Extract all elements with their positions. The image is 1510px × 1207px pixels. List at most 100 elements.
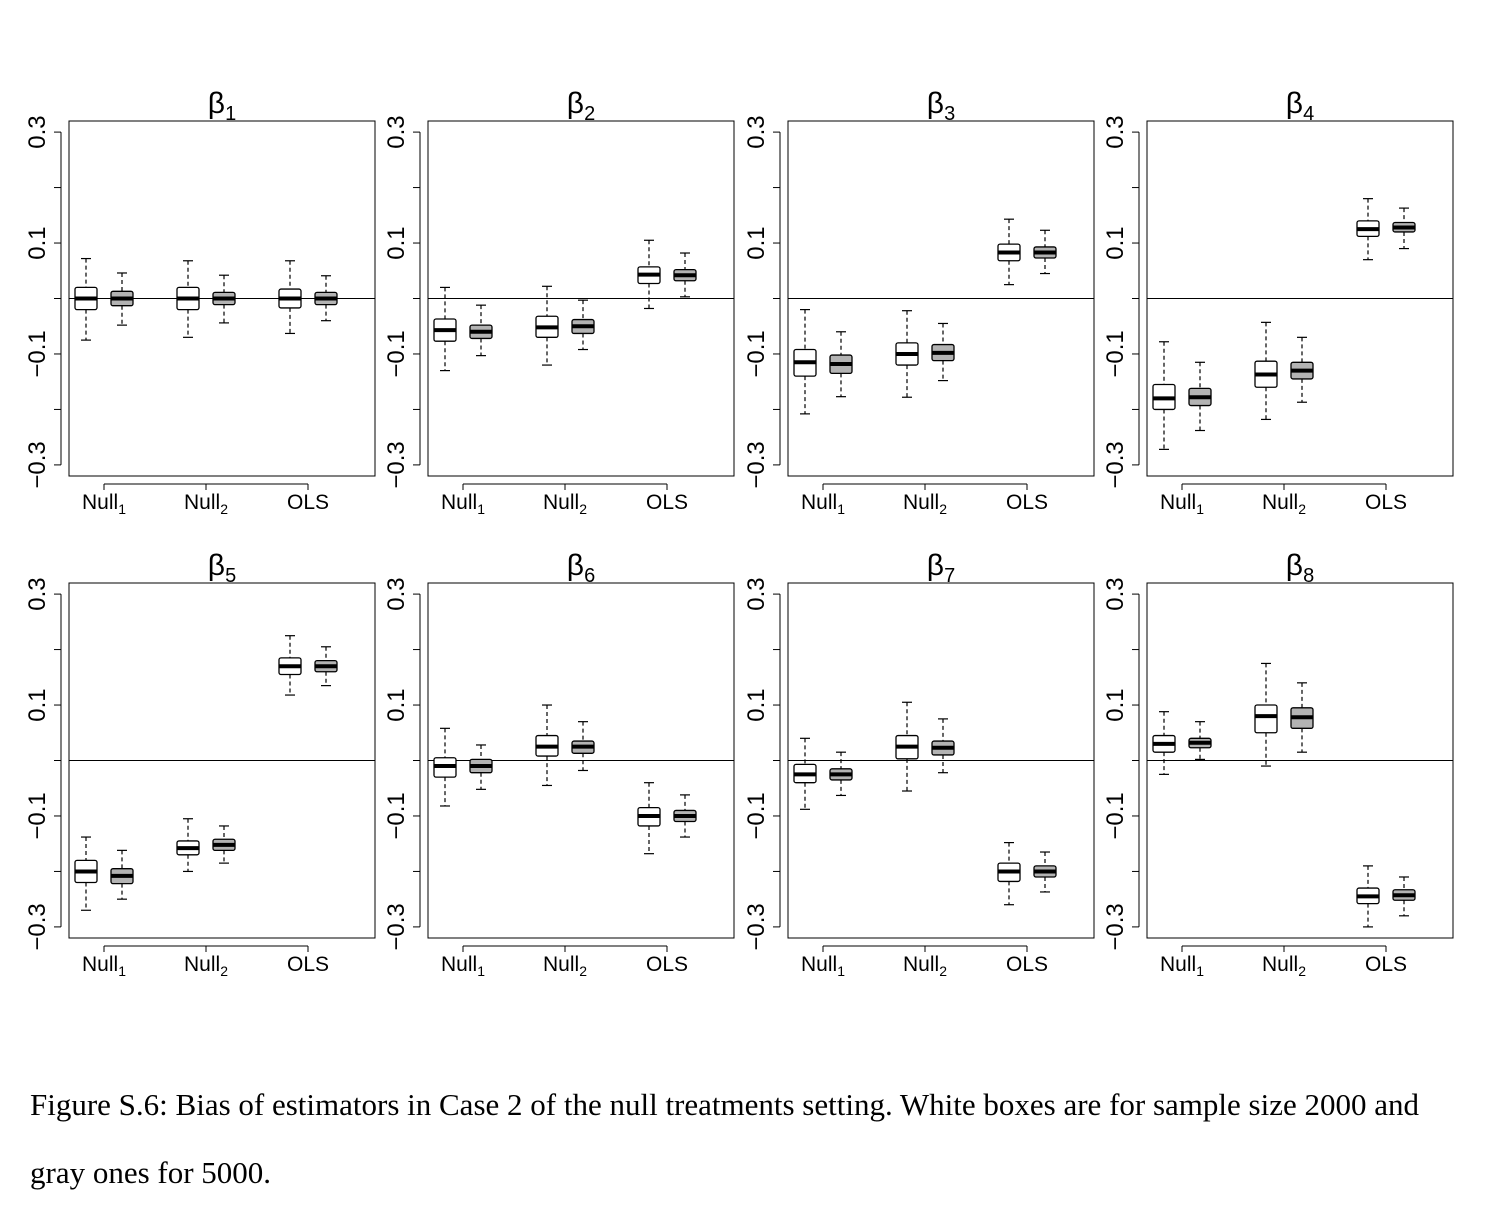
interquartile-box (1254, 704, 1278, 734)
panel-title-base: β (208, 549, 225, 582)
white-box (176, 260, 200, 338)
white-box (74, 836, 98, 911)
panel-title-subscript: 4 (1303, 103, 1314, 125)
gray-box (212, 825, 236, 864)
white-box (1152, 711, 1176, 775)
white-box (895, 310, 919, 398)
y-tick-label: 0.3 (1102, 115, 1129, 148)
x-tick-label-subscript: 1 (837, 963, 845, 979)
y-tick-label: 0.3 (743, 577, 770, 610)
white-box (433, 727, 457, 807)
gray-box (1392, 876, 1416, 917)
x-tick-label-subscript: 2 (1298, 501, 1306, 517)
x-tick-label: OLS (287, 491, 329, 514)
y-tick-label: −0.3 (1102, 903, 1129, 950)
gray-box (1392, 207, 1416, 250)
white-box (535, 704, 559, 787)
panel-title: β3 (927, 87, 955, 125)
x-tick-label-base: OLS (287, 953, 329, 976)
x-tick-label: Null2 (903, 953, 947, 979)
panel-title-base: β (208, 87, 225, 120)
panel-title-subscript: 3 (944, 103, 955, 125)
x-tick-label: Null2 (1262, 491, 1306, 517)
y-tick-label: 0.3 (24, 577, 51, 610)
panel-title: β7 (927, 549, 955, 587)
gray-box (931, 718, 955, 774)
x-tick-label: Null1 (1160, 953, 1204, 979)
x-tick-label-subscript: 1 (477, 963, 485, 979)
y-tick-label: 0.1 (383, 226, 410, 259)
panel-title-base: β (567, 87, 584, 120)
x-tick-label: Null2 (543, 491, 587, 517)
x-tick-label-subscript: 1 (118, 963, 126, 979)
x-tick-label-base: OLS (1365, 953, 1407, 976)
y-tick-label: 0.3 (24, 115, 51, 148)
x-tick-label-base: Null (1160, 491, 1196, 514)
x-tick-label: OLS (287, 953, 329, 976)
y-tick-label: −0.3 (24, 903, 51, 950)
y-tick-label: 0.1 (743, 226, 770, 259)
panel-title-subscript: 6 (584, 565, 595, 587)
x-tick-label-base: Null (903, 953, 939, 976)
gray-box (212, 274, 236, 324)
x-tick-label-subscript: 2 (220, 501, 228, 517)
x-tick-label-base: Null (82, 953, 118, 976)
x-tick-label: OLS (1006, 491, 1048, 514)
x-tick-label-subscript: 2 (579, 501, 587, 517)
gray-box (571, 721, 595, 772)
panel-title: β1 (208, 87, 236, 125)
white-box (1254, 662, 1278, 767)
panel-title-subscript: 8 (1303, 565, 1314, 587)
white-box (278, 260, 302, 335)
x-tick-label-subscript: 2 (939, 963, 947, 979)
x-tick-label-subscript: 2 (1298, 963, 1306, 979)
y-tick-label: 0.3 (383, 577, 410, 610)
y-tick-label: −0.3 (1102, 441, 1129, 488)
gray-box (1290, 336, 1314, 403)
x-tick-label: Null2 (1262, 953, 1306, 979)
white-box (895, 701, 919, 792)
x-tick-label: Null2 (184, 491, 228, 517)
y-tick-label: −0.1 (1102, 792, 1129, 839)
gray-box (571, 299, 595, 351)
panel-title-subscript: 2 (584, 103, 595, 125)
y-tick-label: −0.3 (743, 903, 770, 950)
x-tick-label-base: Null (441, 953, 477, 976)
x-tick-label: OLS (1365, 953, 1407, 976)
gray-box (829, 751, 853, 797)
x-tick-label-base: OLS (1006, 953, 1048, 976)
gray-box (1188, 721, 1212, 760)
y-tick-label: −0.1 (24, 330, 51, 377)
gray-box (931, 322, 955, 382)
x-tick-label: Null2 (184, 953, 228, 979)
x-tick-label-subscript: 1 (118, 501, 126, 517)
x-tick-label-base: Null (1262, 491, 1298, 514)
x-tick-label: OLS (646, 953, 688, 976)
white-box (535, 285, 559, 366)
x-tick-label-subscript: 1 (1196, 501, 1204, 517)
white-box (74, 257, 98, 341)
white-box (1254, 321, 1278, 421)
x-tick-label: Null1 (82, 491, 126, 517)
x-tick-label-subscript: 1 (1196, 963, 1204, 979)
gray-box (1033, 229, 1057, 275)
gray-box (110, 849, 134, 900)
x-tick-label-base: Null (543, 953, 579, 976)
white-box (278, 635, 302, 696)
y-tick-label: 0.3 (1102, 577, 1129, 610)
x-tick-label: Null1 (801, 953, 845, 979)
x-tick-label-subscript: 2 (939, 501, 947, 517)
white-box (637, 782, 661, 855)
x-tick-label: Null1 (801, 491, 845, 517)
x-tick-label-base: OLS (1365, 491, 1407, 514)
gray-box (314, 646, 338, 687)
y-tick-label: 0.1 (383, 688, 410, 721)
x-tick-label: Null1 (441, 953, 485, 979)
x-tick-label-base: OLS (287, 491, 329, 514)
white-box (793, 737, 817, 810)
panel-title-subscript: 1 (225, 103, 236, 125)
figure-caption: Figure S.6: Bias of estimators in Case 2… (30, 1087, 1419, 1190)
